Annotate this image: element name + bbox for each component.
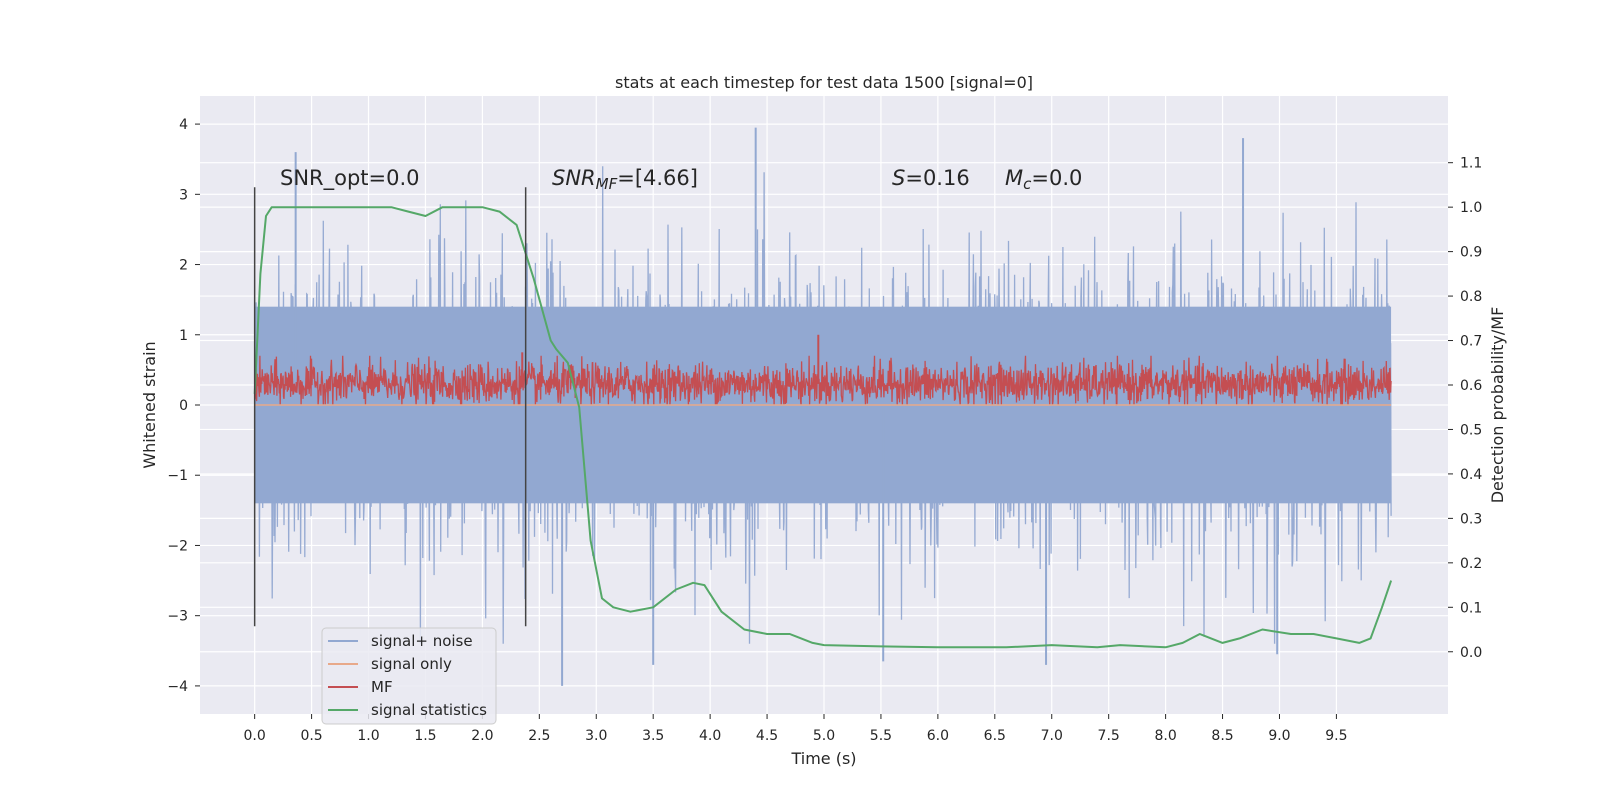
y2-tick-label: 0.3 <box>1460 511 1482 527</box>
annotation-snr-mf-sub: MF <box>596 175 618 193</box>
annotation-mc-value: =0.0 <box>1031 166 1082 190</box>
annotation-snr-mf-value: =[4.66] <box>617 166 698 190</box>
x-tick-label: 1.5 <box>414 728 436 744</box>
annotations: SNR_opt=0.0 SNRMF=[4.66] S=0.16 Mc=0.0 <box>280 166 1082 193</box>
y-tick-label: −2 <box>167 538 188 554</box>
y-tick-label: 0 <box>179 398 188 414</box>
x-tick-label: 4.0 <box>699 728 721 744</box>
legend-label-signal-noise: signal+ noise <box>371 632 473 650</box>
x-tick-label: 9.5 <box>1325 728 1347 744</box>
y2-tick-label: 0.8 <box>1460 289 1482 305</box>
axis-ticks: 0.0 0.5 1.0 1.5 2.0 2.5 3.0 3.5 4.0 4.5 5.0 5.5 6.0 6… <box>167 117 1482 744</box>
legend-box <box>321 627 497 725</box>
annotation-s-symbol: S <box>892 166 905 190</box>
chart-title: stats at each timestep for test data 150… <box>615 73 1033 92</box>
y2-tick-label: 0.2 <box>1460 556 1482 572</box>
annotation-mc-symbol: M <box>1005 166 1023 190</box>
annotation-mc: Mc=0.0 <box>1005 166 1082 193</box>
y-tick-label: 4 <box>179 117 188 133</box>
x-tick-label: 4.5 <box>756 728 778 744</box>
legend-label-signal-statistics: signal statistics <box>371 701 487 719</box>
x-tick-label: 2.5 <box>528 728 550 744</box>
x-tick-label: 0.0 <box>244 728 266 744</box>
signal-statistics-line <box>253 206 1393 649</box>
legend-label-signal-only: signal only <box>371 655 452 673</box>
x-tick-label: 0.5 <box>300 728 322 744</box>
y2-tick-label: 0.6 <box>1460 378 1482 394</box>
x-axis-label: Time (s) <box>790 749 856 768</box>
x-tick-label: 7.0 <box>1041 728 1063 744</box>
x-tick-label: 9.0 <box>1268 728 1290 744</box>
y2-tick-label: 1.1 <box>1460 156 1482 172</box>
x-tick-label: 6.5 <box>984 728 1006 744</box>
y-axis-label: Whitened strain <box>140 341 159 468</box>
x-tick-label: 8.5 <box>1211 728 1233 744</box>
y2-tick-label: 0.9 <box>1460 245 1482 261</box>
x-tick-label: 5.0 <box>813 728 835 744</box>
y-tick-label: 3 <box>179 187 188 203</box>
y2-tick-label: 0.0 <box>1460 645 1482 661</box>
x-tick-label: 1.0 <box>357 728 379 744</box>
x-tick-label: 3.0 <box>585 728 607 744</box>
x-tick-label: 5.5 <box>870 728 892 744</box>
y2-tick-label: 1.0 <box>1460 200 1482 216</box>
x-tick-label: 8.0 <box>1154 728 1176 744</box>
y-tick-label: −1 <box>167 468 188 484</box>
y-tick-label: −3 <box>167 609 188 625</box>
y2-tick-label: 0.5 <box>1460 422 1482 438</box>
vertical-markers <box>253 187 527 627</box>
series-signal-statistics <box>253 206 1393 649</box>
annotation-s: S=0.16 <box>892 166 970 190</box>
x-tick-label: 2.0 <box>471 728 493 744</box>
x-tick-label: 6.0 <box>927 728 949 744</box>
x-tick-label: 7.5 <box>1098 728 1120 744</box>
y2-tick-label: 0.7 <box>1460 334 1482 350</box>
legend: signal+ noise signal only MF signal stat… <box>321 627 497 725</box>
annotation-mc-sub: c <box>1023 175 1032 193</box>
annotation-snr-opt: SNR_opt=0.0 <box>280 166 420 191</box>
y2-tick-label: 0.1 <box>1460 600 1482 616</box>
y2-axis-label: Detection probability/MF <box>1488 307 1507 504</box>
legend-label-mf: MF <box>371 678 393 696</box>
y-tick-label: −4 <box>167 679 188 695</box>
y2-tick-label: 0.4 <box>1460 467 1482 483</box>
annotation-s-value: =0.16 <box>905 166 969 190</box>
annotation-snr-mf-base: SNR <box>552 166 596 190</box>
annotation-snr-mf: SNRMF=[4.66] <box>552 166 698 193</box>
y-tick-label: 1 <box>179 328 188 344</box>
x-tick-label: 3.5 <box>642 728 664 744</box>
y-tick-label: 2 <box>179 258 188 274</box>
